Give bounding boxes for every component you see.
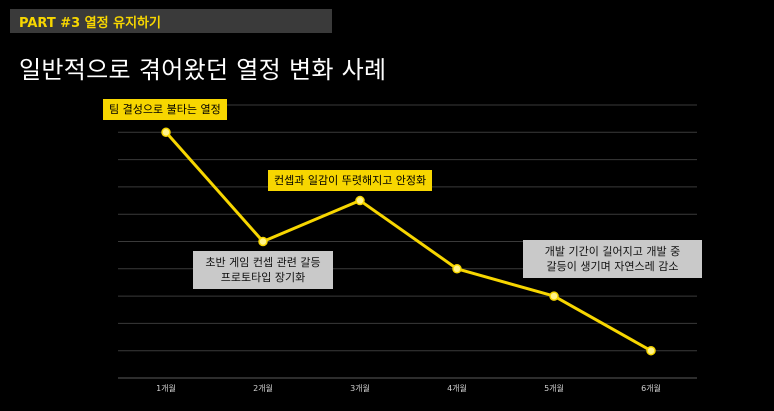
page-title: 일반적으로 겪어왔던 열정 변화 사례	[19, 56, 387, 84]
data-point	[452, 264, 462, 274]
annotation-line: 프로토타입 장기화	[220, 271, 306, 284]
data-point	[646, 345, 656, 356]
x-tick-label: 6개월	[641, 383, 661, 393]
annotation-team-formation: 팀 결성으로 불타는 열정	[103, 99, 227, 120]
data-point	[355, 195, 365, 206]
section-header: PART #3 열정 유지하기	[10, 9, 332, 33]
data-point	[258, 236, 268, 247]
series-line	[164, 131, 652, 353]
annotation-stabilization: 컨셉과 일감이 뚜렷해지고 안정화	[268, 170, 433, 191]
annotation-line: 개발 기간이 길어지고 개발 중	[544, 245, 681, 258]
x-tick-label: 4개월	[447, 383, 467, 393]
data-point	[549, 291, 559, 301]
x-axis-labels: 1개월 2개월 3개월 4개월 5개월 6개월	[156, 383, 661, 393]
annotation-line: 초반 게임 컨셉 관련 갈등	[205, 256, 321, 269]
section-label: PART #3 열정 유지하기	[19, 15, 161, 31]
annotation-line: 갈등이 생기며 자연스레 감소	[546, 260, 679, 273]
x-tick-label: 3개월	[350, 383, 370, 393]
x-tick-label: 1개월	[156, 383, 176, 393]
data-point	[161, 127, 171, 138]
passion-series	[161, 127, 656, 356]
x-tick-label: 5개월	[544, 383, 564, 393]
x-tick-label: 2개월	[253, 383, 273, 393]
